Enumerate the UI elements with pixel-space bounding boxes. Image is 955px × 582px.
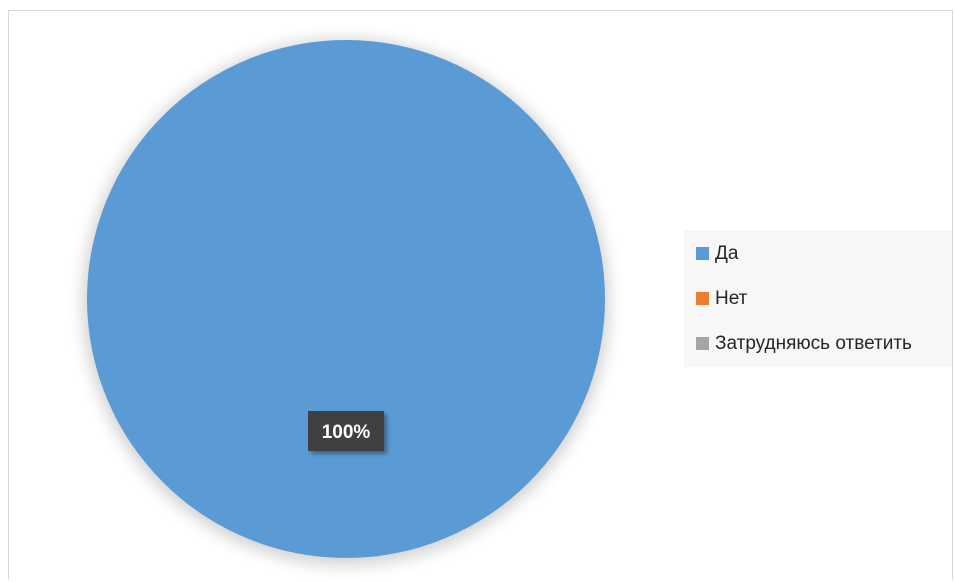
data-label-box bbox=[308, 411, 384, 451]
legend-item-zatrudnyayus: Затрудняюсь ответить bbox=[696, 332, 952, 355]
data-label-slice-0: 100% bbox=[308, 411, 387, 454]
legend: Да Нет Затрудняюсь ответить bbox=[684, 230, 952, 367]
data-label-text: 100% bbox=[322, 422, 371, 443]
legend-swatch-da bbox=[696, 247, 709, 260]
legend-label-da: Да bbox=[715, 242, 739, 264]
legend-item-da: Да bbox=[696, 242, 952, 265]
legend-label-zatrudnyayus: Затрудняюсь ответить bbox=[715, 332, 912, 354]
legend-label-net: Нет bbox=[715, 287, 748, 309]
pie-slice-0 bbox=[87, 40, 605, 558]
legend-swatch-zatrudnyayus bbox=[696, 337, 709, 350]
legend-item-net: Нет bbox=[696, 287, 952, 310]
legend-swatch-net bbox=[696, 292, 709, 305]
